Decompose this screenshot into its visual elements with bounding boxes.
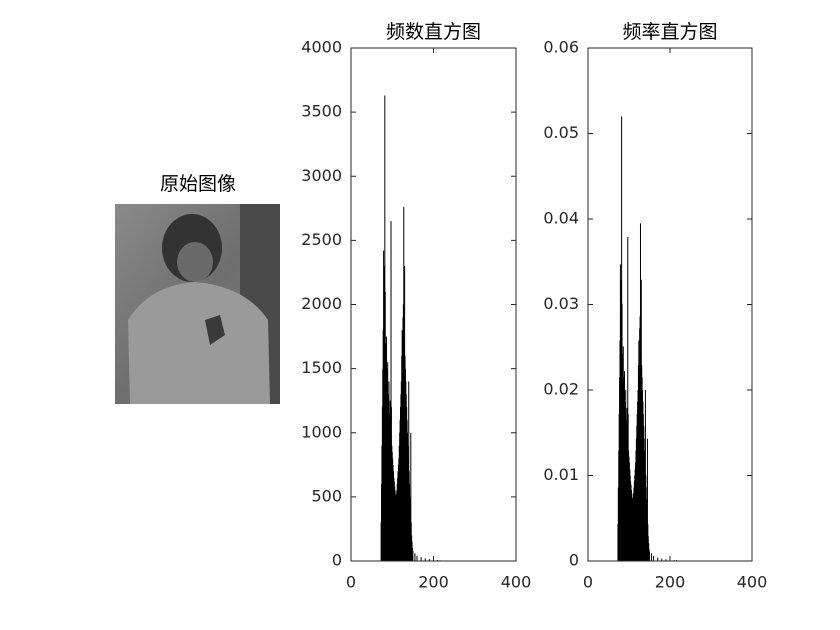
axes-box [587, 47, 753, 562]
y-tick-label: 0.06 [543, 38, 579, 57]
chart-title: 频率直方图 [622, 21, 717, 43]
y-tick-label: 1000 [301, 422, 342, 441]
y-tick-label: 0.03 [543, 294, 579, 313]
bar [646, 438, 648, 561]
bar [412, 550, 414, 561]
photo [115, 204, 280, 404]
y-tick-label: 2000 [301, 294, 342, 313]
bar [420, 557, 422, 561]
axes-box [350, 47, 517, 562]
y-tick-label: 3500 [301, 102, 342, 121]
photo-jacket [128, 282, 270, 404]
bar [649, 551, 650, 561]
y-tick-label: 0 [332, 551, 342, 570]
y-tick-label: 2500 [301, 230, 342, 249]
bar [416, 555, 418, 561]
x-tick-label: 200 [418, 573, 449, 592]
y-tick-label: 0.04 [543, 209, 579, 228]
y-tick-label: 1500 [301, 358, 342, 377]
bar [661, 558, 663, 561]
bar [651, 553, 653, 561]
y-tick-label: 0.05 [543, 123, 579, 142]
bar [665, 559, 667, 561]
bar [428, 559, 430, 561]
bar [627, 236, 629, 561]
bar [414, 553, 416, 561]
bar [657, 557, 659, 561]
x-tick-label: 200 [655, 573, 686, 592]
x-tick-label: 0 [583, 573, 593, 592]
photo-face [177, 242, 213, 282]
y-tick-label: 0 [569, 551, 579, 570]
photo-emblem [205, 315, 225, 345]
y-tick-label: 0.02 [543, 380, 579, 399]
chart-title: 频数直方图 [386, 21, 481, 43]
bar [424, 558, 426, 561]
y-tick-label: 500 [311, 486, 342, 505]
y-tick-label: 4000 [301, 38, 342, 57]
x-tick-label: 400 [501, 573, 532, 592]
bar [437, 559, 439, 561]
y-tick-label: 0.01 [543, 465, 579, 484]
bar [410, 432, 412, 561]
x-tick-label: 400 [737, 573, 768, 592]
bar [390, 221, 392, 561]
bar [653, 555, 655, 561]
y-tick-label: 3000 [301, 166, 342, 185]
image-title: 原始图像 [160, 173, 236, 195]
x-tick-label: 0 [346, 573, 356, 592]
